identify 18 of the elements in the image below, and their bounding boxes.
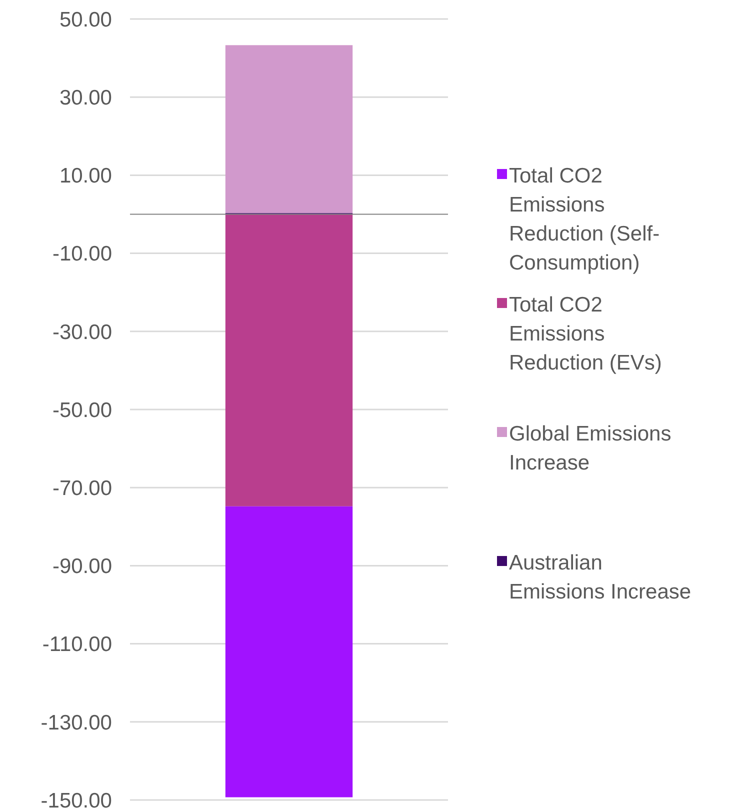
- y-tick-label: -30.00: [52, 320, 112, 344]
- y-tick-label: -70.00: [52, 476, 112, 500]
- legend-label: Total CO2 Emissions Reduction (EVs): [509, 293, 662, 374]
- y-tick-label: -50.00: [52, 398, 112, 422]
- y-tick-label: -130.00: [40, 711, 112, 734]
- y-tick-label: -110.00: [42, 633, 112, 656]
- y-tick-label: -90.00: [52, 555, 112, 578]
- y-tick-label: -10.00: [52, 242, 112, 266]
- y-tick-label: 50.00: [59, 8, 112, 32]
- y-tick-label: -150.00: [40, 789, 112, 812]
- legend-label: Total CO2 Emissions Reduction (Self-Consumption): [509, 164, 660, 274]
- bar: [225, 214, 353, 506]
- y-tick-label: 30.00: [59, 86, 112, 110]
- y-tick-label: 10.00: [59, 164, 112, 188]
- legend-label: Australian Emissions Increase: [509, 551, 692, 604]
- legend-label: Global Emissions Increase: [509, 422, 672, 474]
- bar: [225, 45, 353, 214]
- bar: [225, 506, 353, 798]
